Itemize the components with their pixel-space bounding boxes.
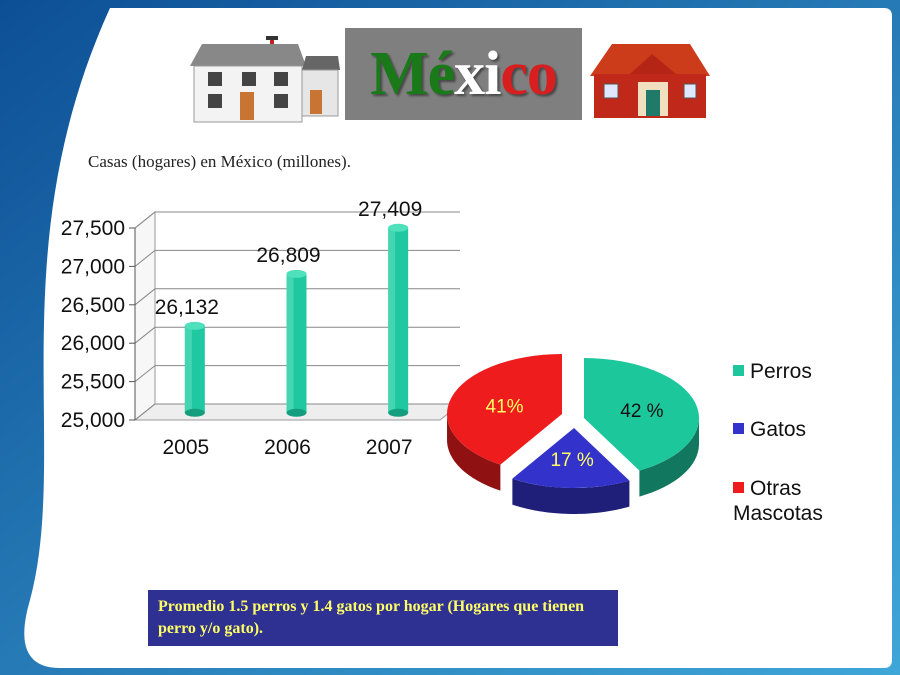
pie-slice-side <box>447 412 501 491</box>
legend-label: Gatos <box>750 418 807 441</box>
y-tick-label: 27,000 <box>61 255 125 278</box>
house-illustration-left <box>190 36 340 123</box>
y-tick-label: 25,000 <box>61 409 125 432</box>
gridline-diagonal <box>134 326 156 344</box>
bar <box>286 269 307 417</box>
gridline-diagonal <box>134 365 156 382</box>
house-illustration-right <box>590 44 710 118</box>
bar-highlight <box>286 273 294 413</box>
x-tick-label: 2006 <box>264 436 311 459</box>
bar <box>184 321 205 417</box>
legend-swatch-gatos <box>733 422 744 434</box>
gridline-diagonal <box>134 403 156 421</box>
legend-item-otras: Otras Mascotas <box>733 476 863 526</box>
legend-swatch-perros <box>733 364 744 376</box>
y-tick-label: 25,500 <box>61 371 125 394</box>
bar-cap <box>286 269 307 278</box>
pie-value-label: 42 % <box>620 401 663 422</box>
content-panel <box>24 8 893 668</box>
pie-value-label: 41% <box>486 396 524 417</box>
bar-cap <box>184 321 205 330</box>
pie-slice-side <box>639 418 699 497</box>
title-letter: c <box>500 39 528 108</box>
bar-base <box>286 408 307 417</box>
bar-chart: 25,000 25,500 26,000 26,500 27,000 27,500 26,… <box>61 198 462 459</box>
legend-swatch-otras <box>733 481 744 493</box>
title-letter: x <box>454 39 485 108</box>
pie-slice <box>447 354 562 465</box>
x-tick-label: 2007 <box>366 436 413 459</box>
page-title: México <box>370 39 558 110</box>
pie-slice <box>512 428 630 488</box>
legend-item-gatos: Gatos <box>733 418 806 442</box>
title-letter: o <box>526 39 558 108</box>
chart-subtitle: Casas (hogares) en México (millones). <box>88 152 351 171</box>
bar-value-label: 26,809 <box>256 244 320 267</box>
title-letter: i <box>484 39 501 108</box>
bar-base <box>184 408 205 417</box>
bar-value-label: 27,409 <box>358 198 422 221</box>
bar-side-wall <box>134 210 156 422</box>
note-box: Promedio 1.5 perros y 1.4 gatos por hoga… <box>148 590 618 646</box>
y-tick-label: 26,000 <box>61 332 125 355</box>
legend-label: Perros <box>750 360 812 383</box>
bar-cap <box>388 223 409 232</box>
legend-item-perros: Perros <box>733 360 812 384</box>
bar-highlight <box>184 325 192 413</box>
gridline-diagonal <box>134 250 156 267</box>
x-tick-label: 2005 <box>162 436 209 459</box>
gridline-diagonal <box>134 288 156 306</box>
y-tick-label: 26,500 <box>61 294 125 317</box>
y-tick-label: 27,500 <box>61 217 125 240</box>
pie-slice-side <box>512 478 630 514</box>
bar <box>388 223 409 417</box>
pie-value-label: 17 % <box>550 450 593 471</box>
title-letter: M <box>370 39 429 108</box>
pie-slice <box>584 358 699 471</box>
title-box: México <box>345 28 582 120</box>
bar-value-label: 26,132 <box>155 296 219 319</box>
bar-highlight <box>388 227 396 413</box>
gridline-diagonal <box>134 211 156 229</box>
bar-base <box>388 408 409 417</box>
legend-label: Otras Mascotas <box>733 477 823 525</box>
title-letter: é <box>427 39 456 108</box>
pie-chart: 42 % 17 % 41% <box>447 354 699 514</box>
